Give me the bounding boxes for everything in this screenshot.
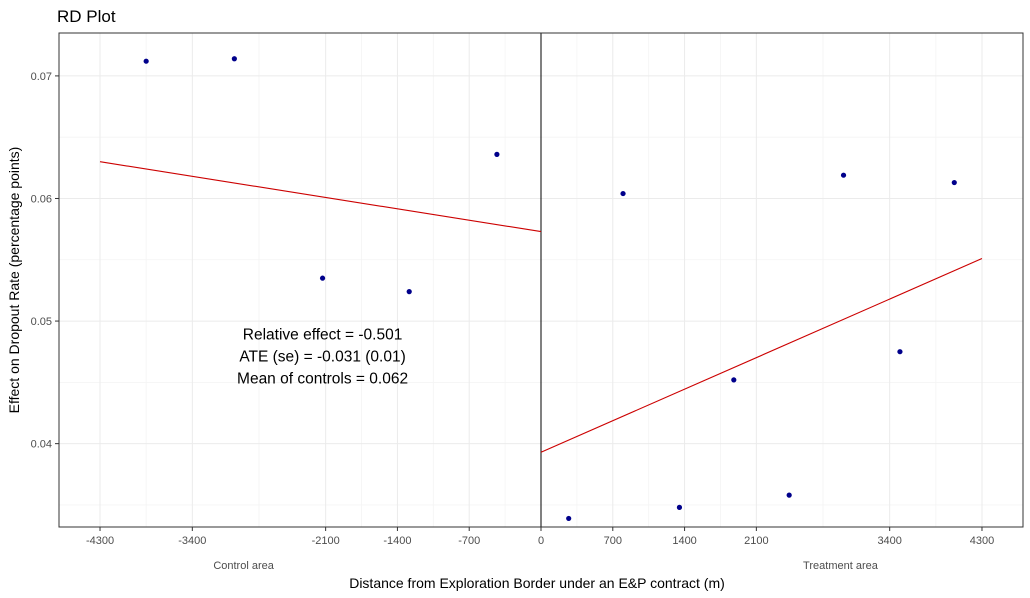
annotation-line: Mean of controls = 0.062 bbox=[237, 370, 408, 387]
y-tick-label: 0.05 bbox=[31, 316, 52, 328]
data-point bbox=[951, 179, 957, 186]
x-tick-label: 700 bbox=[604, 535, 622, 547]
x-tick-label: -1400 bbox=[383, 535, 411, 547]
x-tick-label: 0 bbox=[538, 535, 544, 547]
y-tick-label: 0.04 bbox=[31, 439, 52, 451]
data-point bbox=[731, 377, 737, 383]
data-point bbox=[897, 349, 903, 355]
y-tick-label: 0.06 bbox=[31, 193, 52, 205]
data-point bbox=[786, 492, 792, 498]
data-point bbox=[566, 515, 572, 522]
x-tick-label: -700 bbox=[458, 535, 480, 547]
annotation-line: ATE (se) = -0.031 (0.01) bbox=[239, 348, 405, 365]
data-point bbox=[840, 172, 847, 178]
data-point bbox=[143, 58, 149, 64]
x-tick-label: -2100 bbox=[312, 535, 340, 547]
data-point bbox=[676, 504, 683, 510]
region-label: Treatment area bbox=[803, 560, 879, 572]
data-point bbox=[494, 151, 500, 157]
x-tick-label: 2100 bbox=[744, 535, 768, 547]
y-axis: 0.04 0.05 0.06 0.07 bbox=[31, 71, 59, 451]
data-point bbox=[620, 190, 626, 197]
fit-line-treatment bbox=[540, 258, 983, 453]
x-tick-label: -4300 bbox=[86, 535, 114, 547]
x-axis: -4300 -3400 -2100 -1400 -700 0 700 1400 2100 3400… bbox=[86, 527, 994, 547]
x-tick-label: 1400 bbox=[672, 535, 696, 547]
region-labels: Control area Treatment area bbox=[213, 560, 878, 572]
x-tick-label: 3400 bbox=[877, 535, 901, 547]
annotation-box: Relative effect = -0.501 ATE (se) = -0.03… bbox=[237, 326, 408, 387]
fit-lines bbox=[99, 161, 983, 453]
region-label: Control area bbox=[213, 560, 274, 572]
data-point bbox=[231, 56, 237, 62]
annotation-line: Relative effect = -0.501 bbox=[243, 326, 403, 343]
y-tick-label: 0.07 bbox=[31, 71, 52, 83]
data-point bbox=[319, 275, 326, 281]
data-point bbox=[406, 289, 412, 295]
x-tick-label: -3400 bbox=[178, 535, 206, 547]
y-axis-title: Effect on Dropout Rate (percentage point… bbox=[6, 147, 22, 414]
x-axis-title: Distance from Exploration Border under a… bbox=[349, 575, 725, 591]
data-points bbox=[143, 56, 957, 522]
fit-line-control bbox=[99, 161, 542, 233]
x-tick-label: 4300 bbox=[970, 535, 994, 547]
chart-title: RD Plot bbox=[57, 7, 116, 26]
